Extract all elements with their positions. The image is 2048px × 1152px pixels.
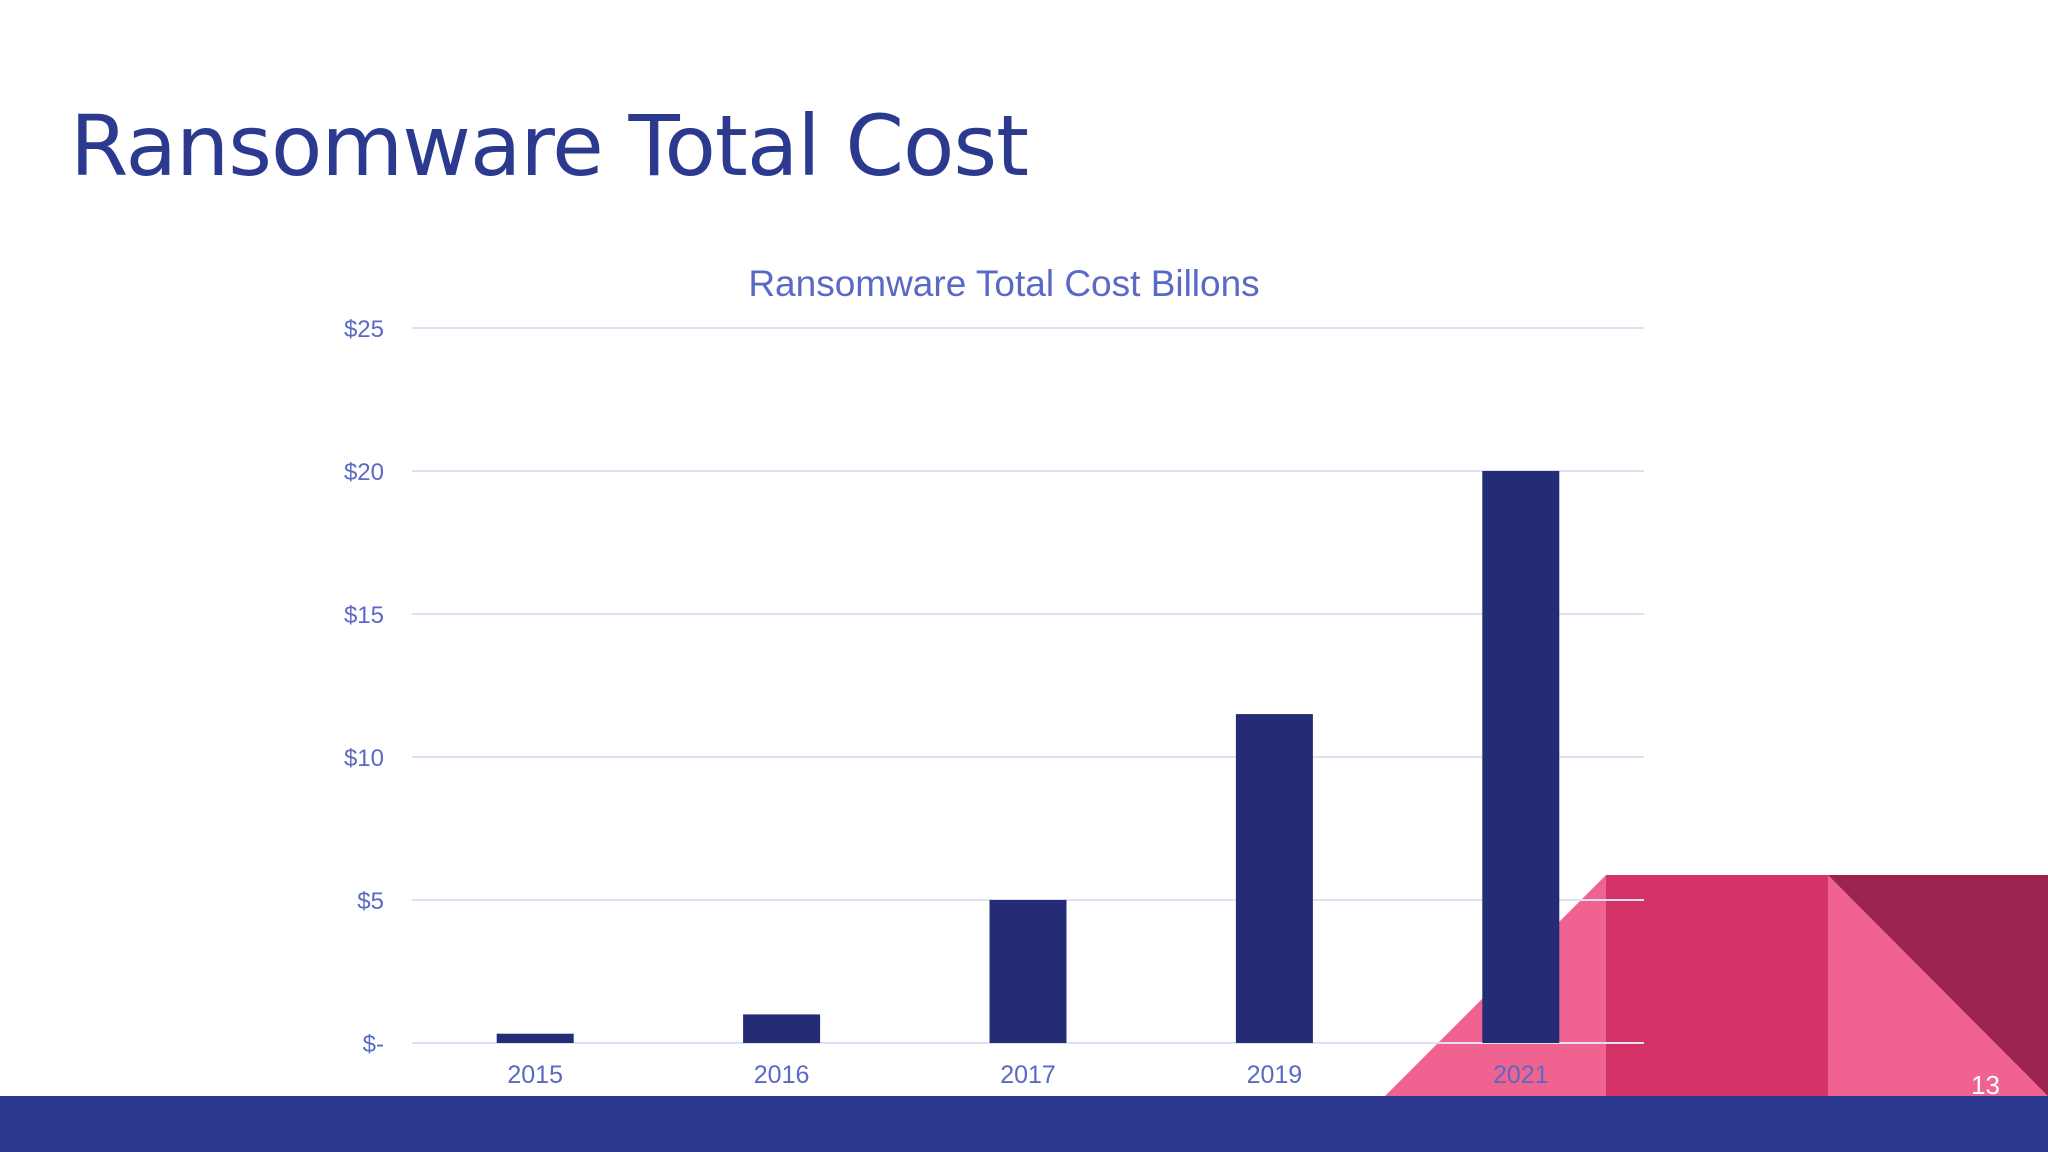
x-tick-label: 2015 [507, 1061, 563, 1089]
chart-title: Ransomware Total Cost Billons [748, 263, 1259, 304]
bar-2015 [496, 1033, 574, 1043]
y-tick-label: $15 [344, 602, 384, 629]
y-tick-label: $25 [344, 316, 384, 343]
footer-bar [0, 1096, 2048, 1152]
y-tick-label: $10 [344, 745, 384, 772]
x-axis-ticks: 2015 2016 2017 2019 2021 [507, 1061, 1548, 1089]
slide-title: Ransomware Total Cost [70, 97, 1029, 195]
y-tick-label: $- [363, 1031, 384, 1058]
bar-2016 [743, 1014, 821, 1043]
y-axis-ticks: $- $5 $10 $15 $20 $25 [344, 316, 384, 1058]
bar-2021 [1482, 471, 1560, 1043]
page-number: 13 [1971, 1070, 2000, 1100]
x-tick-label: 2019 [1247, 1061, 1303, 1089]
bars [496, 471, 1560, 1043]
x-tick-label: 2021 [1493, 1061, 1549, 1089]
bar-2017 [989, 900, 1067, 1043]
y-tick-label: $5 [357, 888, 384, 915]
deco-pink-rect [1606, 875, 1828, 1096]
y-tick-label: $20 [344, 459, 384, 486]
x-tick-label: 2016 [754, 1061, 810, 1089]
deco-light-pink-wedge [1828, 875, 2048, 1096]
x-tick-label: 2017 [1000, 1061, 1056, 1089]
bar-2019 [1235, 714, 1313, 1043]
